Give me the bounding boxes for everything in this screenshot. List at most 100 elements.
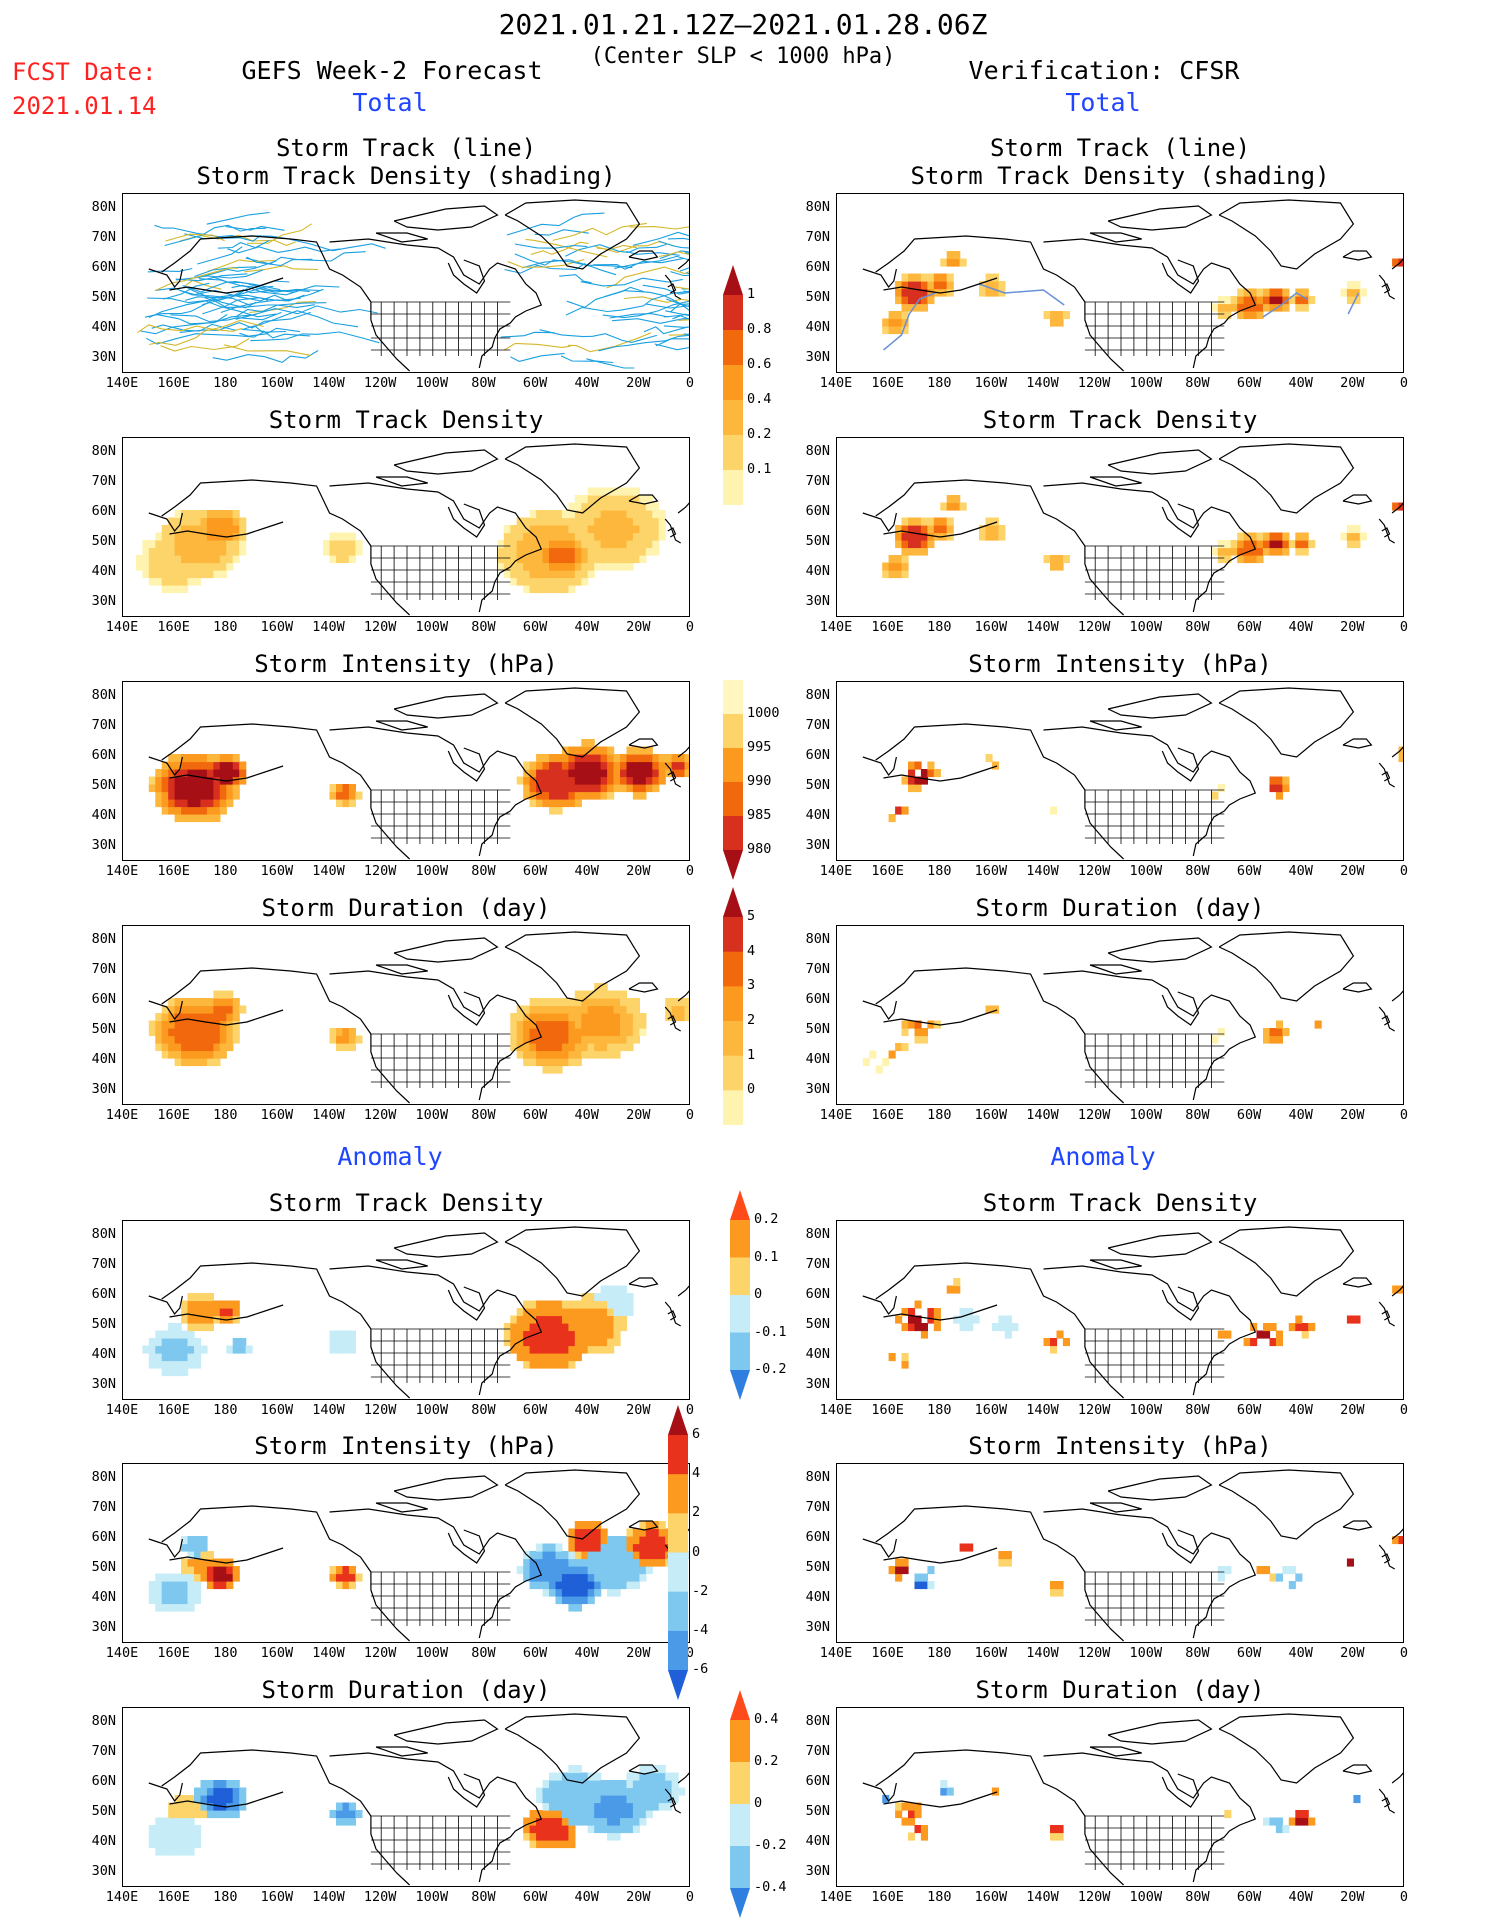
shade-cell [206,1028,214,1037]
shade-cell [181,1360,189,1369]
shade-cell [529,517,537,526]
colorbar-label: -0.4 [754,1879,787,1895]
shade-cell [1295,547,1303,556]
lon-tick-label: 120W [363,1645,397,1661]
shade-cell [529,570,537,579]
shade-cell [174,570,182,579]
shade-cell [555,1323,563,1332]
shade-cell [998,1315,1006,1324]
shade-cell [536,1558,544,1567]
criterion-subtitle: (Center SLP < 1000 hPa) [590,44,896,69]
shade-cell [620,776,628,785]
shade-cell [1263,303,1271,312]
shade-cell [901,562,909,571]
shade-cell [232,769,240,778]
shade-cell [174,510,182,519]
shade-cell [594,998,602,1007]
shade-cell [174,1323,182,1332]
shade-cell [155,547,163,556]
shade-cell [516,555,524,564]
coastline [862,756,897,776]
lon-tick-label: 140W [312,375,345,391]
shade-cell [581,570,589,579]
shade-cell [607,1795,615,1804]
shade-cell [920,1581,928,1590]
storm-track-line [160,338,250,352]
shade-cell [607,1588,615,1597]
shade-cell [219,1005,227,1014]
coastline [1107,1719,1213,1745]
lon-tick-label: 80W [1185,1889,1210,1905]
shade-cell [658,1551,666,1560]
shade-cell [181,555,189,564]
shade-cell [161,1330,169,1339]
shade-cell [594,562,602,571]
shade-cell [1230,303,1238,312]
lat-tick-label: 50N [91,1021,116,1037]
shade-cell [574,1581,582,1590]
shade-cell [323,547,331,556]
shade-cell [161,791,169,800]
shade-cell [908,517,916,526]
shade-cell [536,555,544,564]
shade-cell [206,555,214,564]
shade-cell [174,1013,182,1022]
shade-cell [979,525,987,534]
shade-cell [219,517,227,526]
coastline [883,521,998,538]
shade-cell [1237,311,1245,320]
shade-cell [639,1551,647,1560]
shade-cell [946,525,954,534]
shade-cell [626,1817,634,1826]
shade-cell [226,1005,234,1014]
shade-cell [639,495,647,504]
shade-cell [1263,1028,1271,1037]
map-canvas [148,1713,689,1886]
lon-tick-label: 40W [1288,1107,1313,1123]
shade-cell [991,1323,999,1332]
shade-cell [348,547,356,556]
shade-cell [568,746,576,755]
coastline [375,1746,428,1757]
shade-cell [639,525,647,534]
lon-tick-label: 0 [685,1107,695,1123]
shade-cell [581,1551,589,1560]
shade-cell [1050,806,1058,815]
shade-cell [187,1588,195,1597]
shade-cell [529,1338,537,1347]
shade-cell [645,1810,653,1819]
shade-cell [161,1028,169,1037]
shade-cell [1237,296,1245,305]
shade-cell [671,761,679,770]
shade-cell [213,1058,221,1067]
shade-cell [348,1810,356,1819]
coastline [1378,1544,1395,1570]
shade-cell [174,1005,182,1014]
shade-cell [536,510,544,519]
lat-tick-label: 30N [805,1376,830,1392]
lon-tick-label: 140E [819,619,853,635]
shade-cell [213,525,221,534]
shade-cell [587,495,595,504]
shade-cell [607,1536,615,1545]
shade-cell [174,1802,182,1811]
shade-cell [632,540,640,549]
shade-cell [168,525,176,534]
coastline [883,1791,998,1808]
shade-cell [523,1353,531,1362]
panel-title: Storm Track Density [982,406,1258,434]
shade-cell [336,1035,344,1044]
shade-cell [549,1308,557,1317]
coastline [1342,1764,1373,1775]
shade-cell [148,1353,156,1362]
shade-cell [626,1581,634,1590]
shade-cell [523,540,531,549]
shade-cell [920,769,928,778]
coastline [393,1232,499,1258]
shade-cell [568,754,576,763]
shade-cell [626,1787,634,1796]
shade-cell [549,1035,557,1044]
shade-cell [516,525,524,534]
shade-cell [187,1330,195,1339]
shade-cell [213,562,221,571]
